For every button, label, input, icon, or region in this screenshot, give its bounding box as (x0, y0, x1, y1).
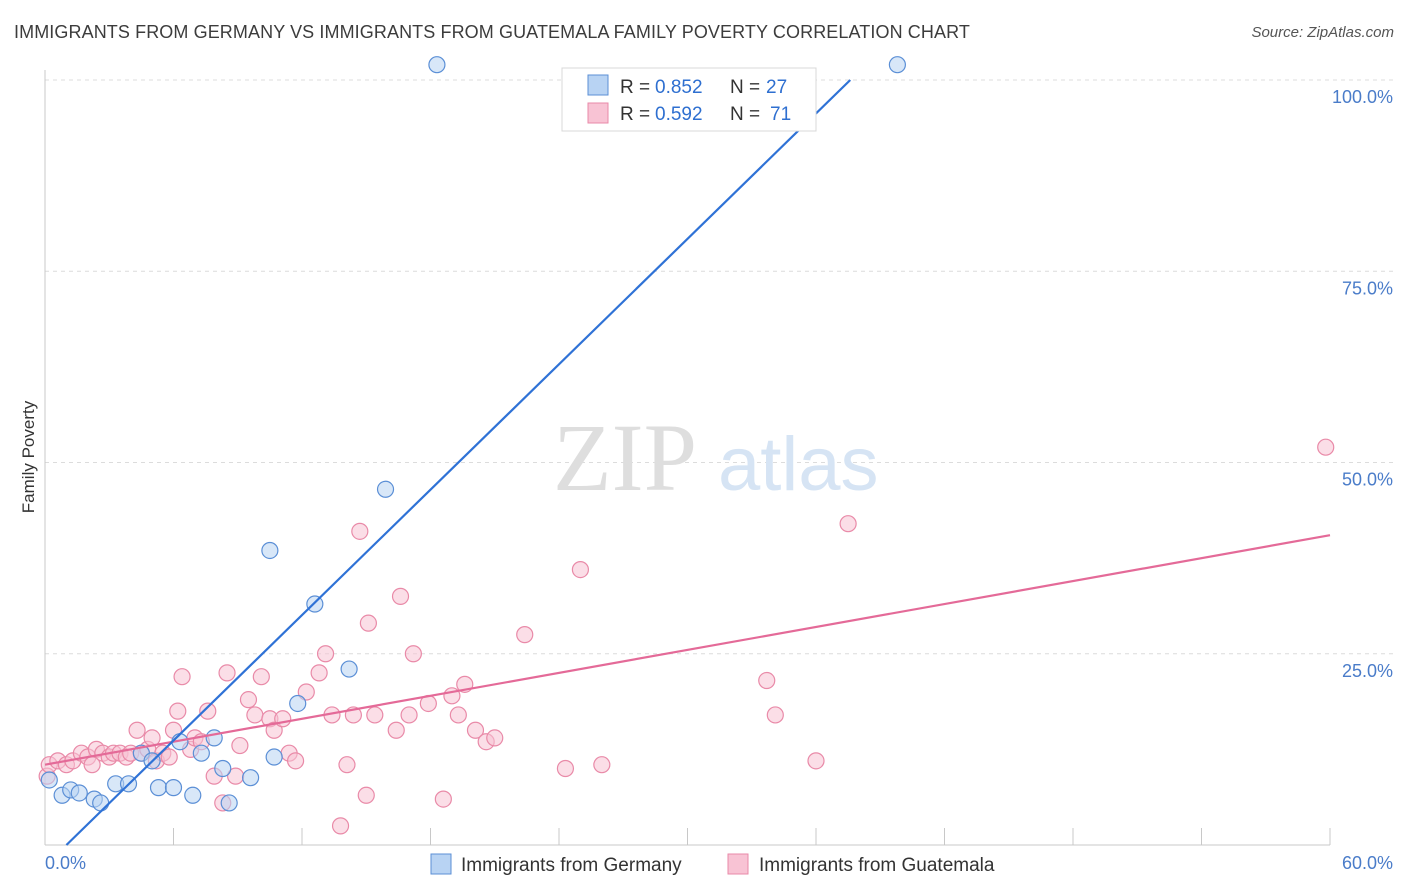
legend-n-value-germany: 27 (766, 77, 787, 98)
legend-n-value-guatemala: 71 (770, 104, 791, 125)
y-tick-label-50: 50.0% (1342, 470, 1393, 490)
guatemala-point-68 (593, 756, 611, 774)
guatemala-point-28 (199, 702, 217, 720)
germany-point-16 (214, 759, 232, 778)
y-axis-title: Family Poverty (19, 400, 38, 513)
guatemala-point-38 (265, 721, 283, 739)
guatemala-point-43 (310, 664, 328, 682)
germany-point-5 (92, 794, 110, 812)
guatemala-point-67 (571, 560, 590, 579)
watermark-atlas: atlas (718, 422, 879, 507)
guatemala-point-52 (366, 706, 384, 724)
guatemala-point-33 (231, 736, 249, 755)
guatemala-point-41 (286, 752, 305, 770)
germany-point-25 (428, 56, 446, 74)
guatemala-point-64 (486, 729, 504, 747)
y-tick-label-75: 75.0% (1342, 278, 1393, 298)
germany-point-17 (220, 794, 238, 812)
legend-r-value-guatemala: 0.592 (655, 104, 703, 125)
bottom-legend: Immigrants from Germany Immigrants from … (430, 853, 995, 876)
guatemala-point-35 (246, 706, 264, 724)
guatemala-point-73 (1317, 438, 1335, 456)
germany-point-0 (40, 771, 58, 789)
guatemala-point-56 (404, 645, 422, 663)
y-tick-label-25: 25.0% (1342, 661, 1393, 681)
guatemala-point-15 (128, 721, 146, 739)
guatemala-point-47 (338, 756, 356, 774)
germany-point-11 (164, 779, 183, 797)
watermark-zip: ZIP (553, 404, 697, 511)
germany-point-3 (70, 784, 88, 802)
trend-line-germany (65, 79, 852, 846)
guatemala-point-71 (807, 752, 825, 770)
guatemala-point-24 (173, 668, 191, 686)
guatemala-point-65 (516, 626, 534, 644)
guatemala-point-66 (556, 759, 575, 778)
guatemala-point-62 (466, 721, 485, 739)
bottom-legend-swatch-germany (430, 853, 452, 875)
germany-point-18 (242, 769, 260, 787)
legend-box: R = 0.852 N = 27 R = 0.592 N = 71 (561, 67, 817, 132)
guatemala-point-58 (434, 790, 452, 808)
bottom-legend-label-guatemala: Immigrants from Guatemala (759, 855, 995, 876)
series-guatemala (38, 438, 1335, 835)
guatemala-point-55 (400, 706, 418, 724)
trend-line-guatemala (44, 534, 1331, 766)
legend-swatch-guatemala (587, 102, 609, 124)
guatemala-point-69 (758, 671, 776, 690)
guatemala-point-42 (297, 683, 315, 701)
x-tick-label-min: 0.0% (45, 853, 86, 873)
germany-point-13 (184, 786, 202, 804)
legend-r-label-germany: R = (620, 77, 650, 98)
x-ticks (44, 828, 1331, 845)
guatemala-point-21 (160, 748, 178, 766)
guatemala-point-34 (239, 691, 258, 709)
germany-point-21 (289, 694, 307, 713)
guatemala-point-31 (218, 664, 236, 682)
guatemala-point-39 (274, 710, 292, 728)
germany-point-10 (149, 779, 168, 797)
guatemala-point-51 (359, 614, 377, 632)
guatemala-point-72 (839, 515, 857, 533)
guatemala-point-53 (387, 721, 405, 739)
germany-point-24 (376, 480, 395, 498)
y-tick-labels: 25.0% 50.0% 75.0% 100.0% (1332, 87, 1393, 681)
legend-n-label-guatemala: N = (730, 104, 760, 125)
trend-lines (44, 79, 1331, 846)
germany-point-14 (192, 744, 210, 762)
legend-r-label-guatemala: R = (620, 104, 650, 125)
y-tick-label-100: 100.0% (1332, 87, 1393, 107)
guatemala-point-44 (316, 645, 335, 663)
guatemala-point-70 (766, 706, 784, 724)
germany-point-20 (265, 748, 283, 766)
germany-point-19 (261, 541, 279, 560)
germany-point-23 (340, 660, 358, 678)
guatemala-point-60 (449, 706, 467, 724)
germany-point-26 (888, 56, 906, 74)
guatemala-point-46 (331, 817, 350, 835)
guatemala-point-49 (351, 522, 369, 540)
legend-n-label-germany: N = (730, 77, 760, 98)
watermark: ZIP atlas (553, 404, 879, 511)
germany-point-15 (205, 729, 223, 747)
guatemala-point-50 (357, 786, 375, 804)
guatemala-point-36 (252, 668, 270, 686)
bottom-legend-swatch-guatemala (727, 853, 749, 875)
bottom-legend-label-germany: Immigrants from Germany (461, 855, 682, 876)
chart-title: IMMIGRANTS FROM GERMANY VS IMMIGRANTS FR… (14, 22, 970, 42)
chart-source: Source: ZipAtlas.com (1251, 24, 1394, 41)
series-germany (40, 56, 906, 812)
legend-r-value-germany: 0.852 (655, 77, 703, 98)
guatemala-point-54 (391, 587, 410, 605)
gridlines (45, 79, 1393, 655)
guatemala-point-23 (169, 702, 187, 720)
legend-swatch-germany (587, 74, 609, 96)
x-tick-label-max: 60.0% (1342, 853, 1393, 873)
